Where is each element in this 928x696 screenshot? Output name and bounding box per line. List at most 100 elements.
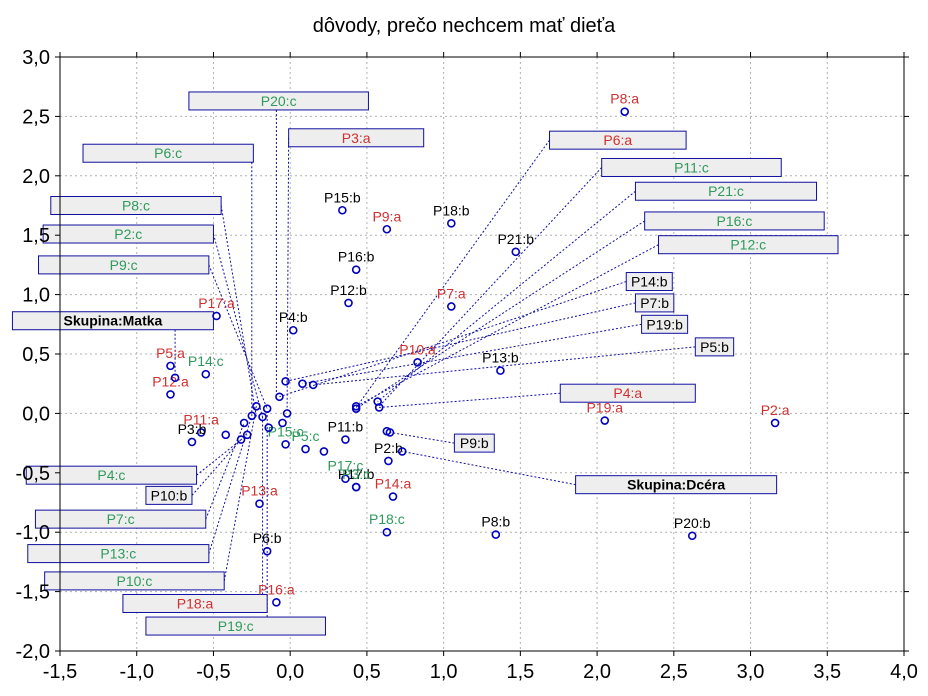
point-label-p13-a: P13:a [241,483,278,499]
point-p14-c [201,369,211,379]
label-box-p19-b [641,314,689,334]
point-label-p17-b: P17:b [338,466,375,482]
point-label-p18-c: P18:c [369,511,405,527]
y-tick-label: 0,0 [22,403,50,425]
point-p7-a [447,302,456,311]
point-p3-c [351,482,361,492]
boxed-label-p2-c: P2:c [114,226,142,242]
boxed-label-p9-c: P9:c [110,257,138,273]
boxed-label-p6-c: P6:c [154,145,182,161]
point-label-p2-b: P2:b [374,440,403,456]
point-label-p6-b: P6:b [253,530,282,546]
point-label-p7-a: P7:a [437,285,466,301]
point-label-p12-b: P12:b [330,282,367,298]
leader-line [355,220,645,410]
point-p6-b [262,546,272,556]
point-label-p11-b: P11:b [328,419,364,435]
point-label-p16-b: P16:b [338,249,375,265]
label-box-p18-a [122,593,268,613]
point-label-p15-c: P15:c [268,423,304,439]
label-box-p5-b [694,337,735,357]
boxed-label-p13-c: P13:c [100,546,136,562]
boxed-label-p14-b: P14:b [631,274,668,290]
point-label-p15-b: P15:b [324,189,361,205]
boxed-label-layer: P20:c P3:a P6:a P6:c P11:c P21:c P8:c P16:c P2:c… [11,91,839,636]
boxed-label-p10-b: P10:b [151,487,188,503]
point-label-p5-a: P5:a [156,345,185,361]
y-tick-label: -1,0 [16,522,50,544]
point-p15-c [281,439,290,449]
leader-line [208,264,268,409]
leader-line [355,244,659,407]
y-tick-label: 0,5 [22,344,50,366]
y-tick-label: 2,0 [22,166,50,188]
point-p8-b [491,530,501,539]
point-marker [221,430,231,440]
point-marker [264,423,273,432]
tick-label-layer: -1,5 -1,0 -0,5 0,0 0,5 1,0 1,5 2,0 2,5 3,0 3,5 4,0 -… [16,47,918,683]
point-p18-b [447,219,456,228]
point-label-p8-b: P8:b [481,514,510,530]
x-tick-label: 1,5 [506,661,534,683]
point-marker [275,392,284,402]
point-marker [298,379,307,389]
point-label-p8-a: P8:a [610,91,639,107]
x-tick-label: 3,0 [737,661,765,683]
leader-line [191,439,242,496]
point-p12-a [166,390,175,399]
point-label-p14-c: P14:c [188,353,224,369]
x-tick-label: 2,0 [583,661,611,683]
boxed-label-skupina-matka: Skupina:Matka [64,313,163,329]
label-box-p4-a [559,383,696,403]
point-marker [242,430,252,440]
boxed-label-p20-c: P20:c [261,93,297,109]
label-box-p16-c [644,211,825,231]
boxed-label-p3-a: P3:a [342,130,371,146]
point-label-p14-a: P14:a [375,476,412,492]
point-p20-b [687,531,697,541]
point-p5-c [301,444,310,454]
y-tick-label: 3,0 [22,47,50,69]
label-box-p9-b [453,433,495,453]
label-box-skupina-dc-ra [575,475,778,495]
point-marker [282,409,292,418]
point-p16-b [351,265,361,274]
point-marker [351,404,361,413]
label-box-p10-c [44,571,225,591]
y-tick-label: -1,5 [16,582,50,604]
point-p21-b [511,247,521,257]
point-p13-a [255,499,264,508]
label-box-p20-c [188,91,369,111]
point-label-p20-b: P20:b [674,515,711,531]
label-box-p12-c [657,235,839,255]
boxed-label-p11-c: P11:c [674,159,709,175]
boxed-label-p10-c: P10:c [117,573,153,589]
label-box-p6-c [82,143,254,163]
leader-line [212,233,264,418]
x-tick-label: -0,5 [196,661,230,683]
plot-frame [59,56,905,652]
label-box-p7-b [634,293,675,313]
point-marker [319,447,329,456]
point-label-p9-a: P9:a [372,208,401,224]
point-label-p10-a: P10:a [399,341,436,357]
boxed-label-p9-b: P9:b [460,435,489,451]
boxed-label-p5-b: P5:b [700,339,729,355]
point-p14-a [388,492,398,501]
point-label-p17-a: P17:a [198,295,235,311]
point-label-p21-b: P21:b [497,231,534,247]
label-box-skupina-matka [11,311,214,331]
x-tick-label: -1,0 [119,661,153,683]
boxed-label-p6-a: P6:a [603,132,632,148]
point-p19-a [600,416,610,425]
x-tick-label: 0,5 [353,661,381,683]
boxed-label-p7-b: P7:b [640,295,669,311]
leader-line [286,137,290,408]
point-marker [258,412,267,422]
point-p4-b [288,325,298,335]
point-p10-a [413,358,422,367]
leader-line [377,190,636,402]
point-layer: P8:a P2:a P19:a P9:a P7:a P10:a P17:a P5:a P12:a… [152,91,790,607]
point-marker [262,404,272,413]
